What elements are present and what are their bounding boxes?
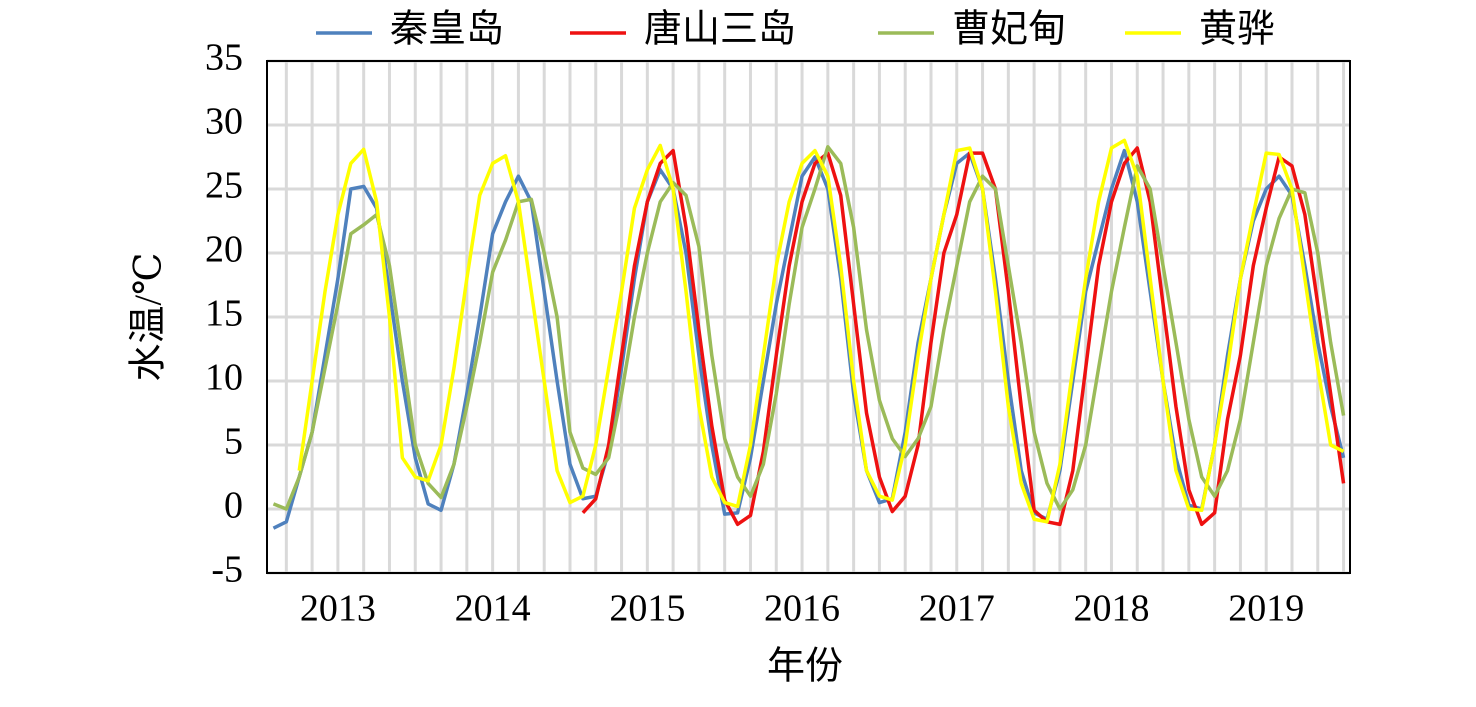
x-tick-label: 2015	[609, 588, 685, 630]
legend-label: 黄骅	[1199, 9, 1275, 51]
legend-label: 唐山三岛	[644, 9, 796, 51]
y-tick-label: 15	[205, 293, 243, 335]
series-line	[581, 146, 1346, 527]
y-tick-label: 35	[205, 37, 243, 79]
x-tick-label: 2014	[455, 588, 531, 630]
y-tick-label: 20	[205, 229, 243, 271]
x-tick-label: 2018	[1073, 588, 1149, 630]
y-tick-label: 0	[224, 485, 243, 527]
x-tick-label: 2016	[764, 588, 840, 630]
y-tick-label: 25	[205, 165, 243, 207]
y-tick-label: 10	[205, 357, 243, 399]
x-tick-label: 2013	[300, 588, 376, 630]
series-line	[272, 145, 1346, 511]
x-tick-label: 2017	[919, 588, 995, 630]
y-tick-label: 5	[224, 421, 243, 463]
x-tick-label: 2019	[1228, 588, 1304, 630]
y-tick-label: 30	[205, 101, 243, 143]
y-axis-label: 水温/℃	[128, 252, 170, 381]
series-line	[297, 138, 1345, 524]
plot-lines	[272, 138, 1346, 530]
y-tick-label: -5	[211, 549, 243, 591]
legend-label: 曹妃甸	[952, 9, 1066, 51]
legend-label: 秦皇岛	[390, 9, 504, 51]
x-axis-label: 年份	[767, 646, 843, 688]
plot-frame	[266, 60, 1351, 574]
